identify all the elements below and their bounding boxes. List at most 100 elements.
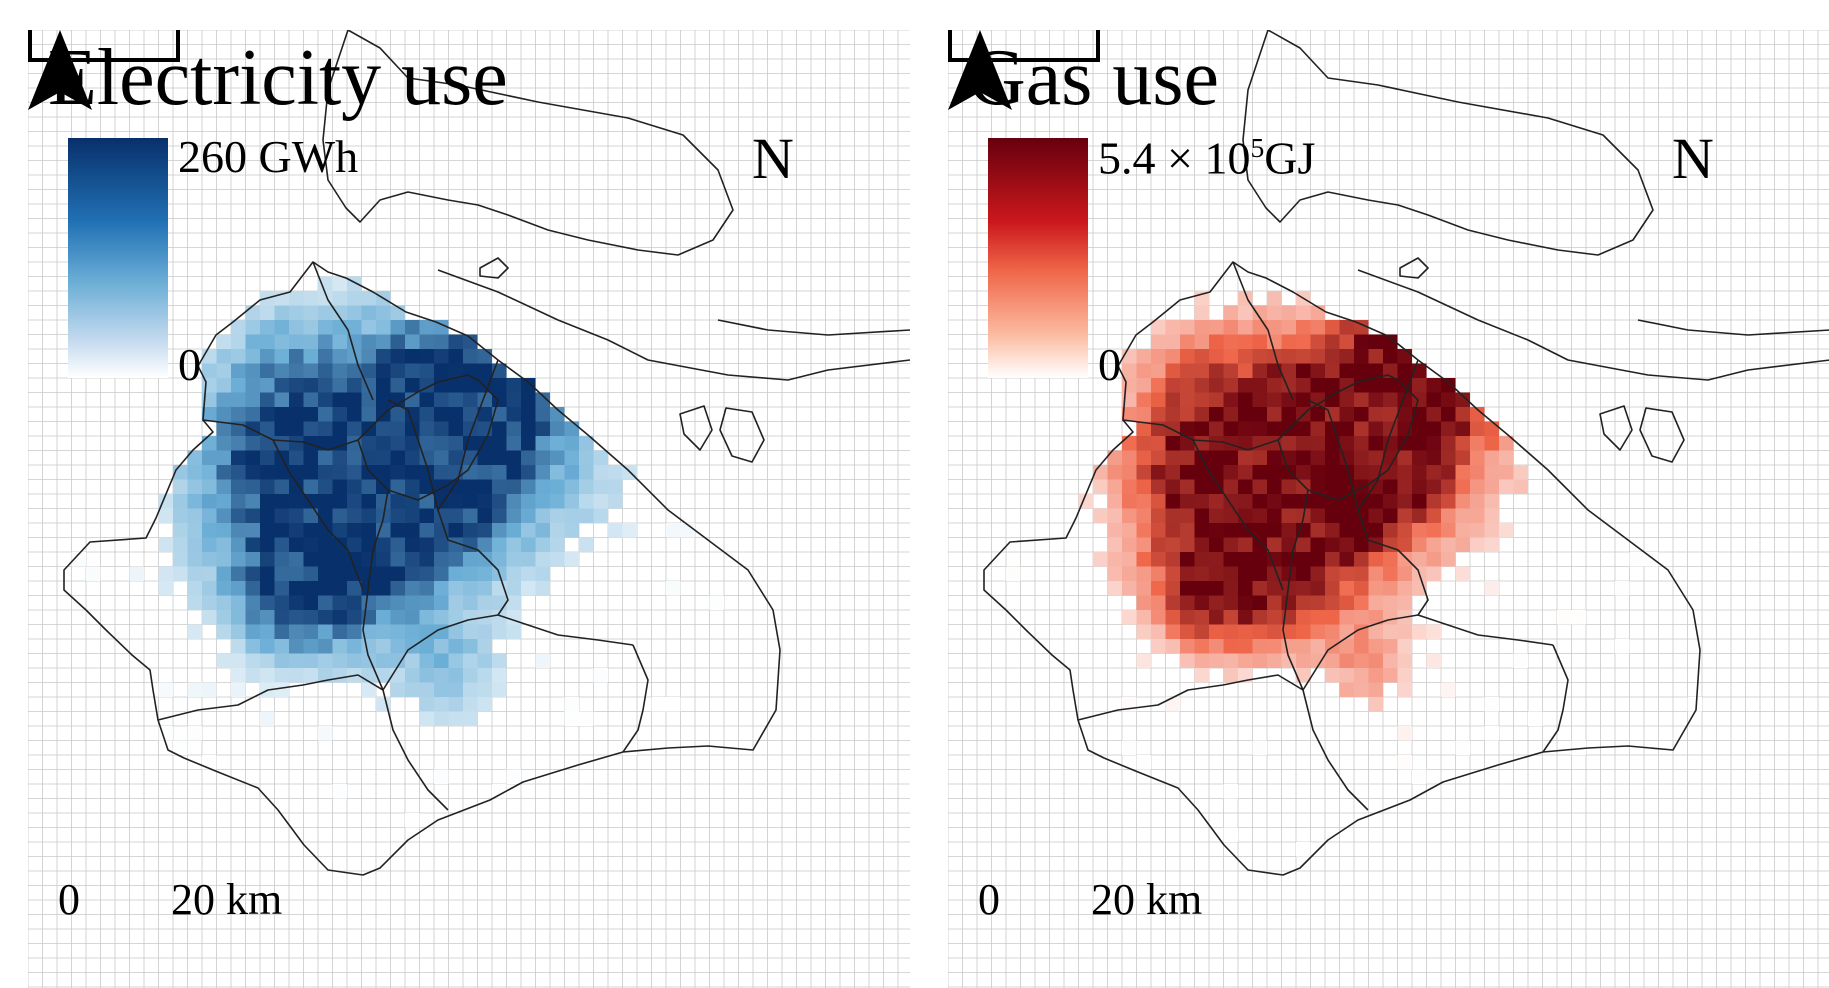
grid-cell bbox=[347, 407, 362, 422]
grid-cell bbox=[492, 537, 507, 552]
grid-cell bbox=[608, 494, 623, 509]
grid-cell bbox=[1412, 508, 1427, 523]
grid-cell bbox=[1165, 479, 1180, 494]
grid-cell bbox=[1180, 479, 1195, 494]
grid-cell bbox=[492, 552, 507, 567]
grid-cell bbox=[477, 653, 492, 668]
grid-cell bbox=[1180, 523, 1195, 538]
grid-cell bbox=[1383, 392, 1398, 407]
grid-cell bbox=[274, 479, 289, 494]
grid-cell bbox=[1484, 523, 1499, 538]
grid-cell bbox=[1426, 479, 1441, 494]
grid-cell bbox=[1412, 421, 1427, 436]
grid-cell bbox=[376, 610, 391, 625]
grid-cell bbox=[492, 610, 507, 625]
grid-cell bbox=[1136, 479, 1151, 494]
grid-cell bbox=[231, 320, 246, 335]
electricity-legend-colorbar bbox=[68, 138, 168, 378]
grid-cell bbox=[477, 581, 492, 596]
grid-cell bbox=[1165, 421, 1180, 436]
grid-cell bbox=[1383, 349, 1398, 364]
grid-cell bbox=[463, 508, 478, 523]
grid-cell bbox=[303, 363, 318, 378]
grid-cell bbox=[405, 508, 420, 523]
grid-cell bbox=[521, 566, 536, 581]
grid-cell bbox=[289, 581, 304, 596]
grid-cell bbox=[303, 334, 318, 349]
grid-cell bbox=[1339, 639, 1354, 654]
grid-cell bbox=[129, 566, 144, 581]
grid-cell bbox=[1325, 320, 1340, 335]
grid-cell bbox=[332, 624, 347, 639]
grid-cell bbox=[1252, 407, 1267, 422]
grid-cell bbox=[1180, 537, 1195, 552]
grid-cell bbox=[1368, 334, 1383, 349]
grid-cell bbox=[245, 378, 260, 393]
grid-cell bbox=[303, 581, 318, 596]
grid-cell bbox=[318, 508, 333, 523]
grid-cell bbox=[1354, 392, 1369, 407]
grid-cell bbox=[303, 624, 318, 639]
grid-cell bbox=[477, 407, 492, 422]
grid-cell bbox=[332, 668, 347, 683]
grid-cell bbox=[1006, 566, 1021, 581]
grid-cell bbox=[1441, 421, 1456, 436]
grid-cell bbox=[1310, 494, 1325, 509]
coastline bbox=[717, 319, 910, 336]
grid-cell bbox=[318, 421, 333, 436]
grid-cell bbox=[1223, 479, 1238, 494]
grid-cell bbox=[1267, 523, 1282, 538]
grid-cell bbox=[318, 407, 333, 422]
grid-cell bbox=[1209, 320, 1224, 335]
grid-cell bbox=[274, 624, 289, 639]
grid-cell bbox=[303, 508, 318, 523]
grid-cell bbox=[1165, 595, 1180, 610]
grid-cell bbox=[289, 421, 304, 436]
grid-cell bbox=[1093, 479, 1108, 494]
grid-cell bbox=[1165, 363, 1180, 378]
grid-cell bbox=[1484, 508, 1499, 523]
grid-cell bbox=[564, 465, 579, 480]
grid-cell bbox=[521, 537, 536, 552]
grid-cell bbox=[274, 407, 289, 422]
grid-cell bbox=[1194, 305, 1209, 320]
grid-cell bbox=[376, 421, 391, 436]
grid-cell bbox=[1151, 610, 1166, 625]
grid-cell bbox=[550, 450, 565, 465]
island-boundary bbox=[1599, 405, 1633, 451]
grid-cell bbox=[521, 407, 536, 422]
grid-cell bbox=[448, 566, 463, 581]
grid-cell bbox=[390, 682, 405, 697]
grid-cell bbox=[1122, 465, 1137, 480]
grid-cell bbox=[1368, 436, 1383, 451]
grid-cell bbox=[390, 436, 405, 451]
grid-cell bbox=[274, 349, 289, 364]
grid-cell bbox=[1310, 465, 1325, 480]
grid-cell bbox=[376, 581, 391, 596]
grid-cell bbox=[1223, 581, 1238, 596]
grid-cell bbox=[390, 653, 405, 668]
grid-cell bbox=[1325, 610, 1340, 625]
grid-cell bbox=[506, 537, 521, 552]
grid-cell bbox=[173, 740, 188, 755]
grid-cell bbox=[390, 363, 405, 378]
grid-cell bbox=[231, 566, 246, 581]
grid-cell bbox=[202, 436, 217, 451]
grid-cell bbox=[1397, 465, 1412, 480]
grid-cell bbox=[550, 523, 565, 538]
gas-legend-max-base: 5.4 × 10 bbox=[1098, 132, 1251, 184]
grid-cell bbox=[187, 523, 202, 538]
grid-cell bbox=[477, 682, 492, 697]
grid-cell bbox=[1296, 610, 1311, 625]
grid-cell bbox=[564, 421, 579, 436]
grid-cell bbox=[463, 407, 478, 422]
grid-cell bbox=[202, 581, 217, 596]
grid-cell bbox=[1397, 407, 1412, 422]
grid-cell bbox=[1325, 378, 1340, 393]
grid-cell bbox=[405, 479, 420, 494]
grid-cell bbox=[260, 552, 275, 567]
grid-cell bbox=[1238, 639, 1253, 654]
grid-cell bbox=[1397, 653, 1412, 668]
grid-cell bbox=[1180, 508, 1195, 523]
grid-cell bbox=[1368, 479, 1383, 494]
